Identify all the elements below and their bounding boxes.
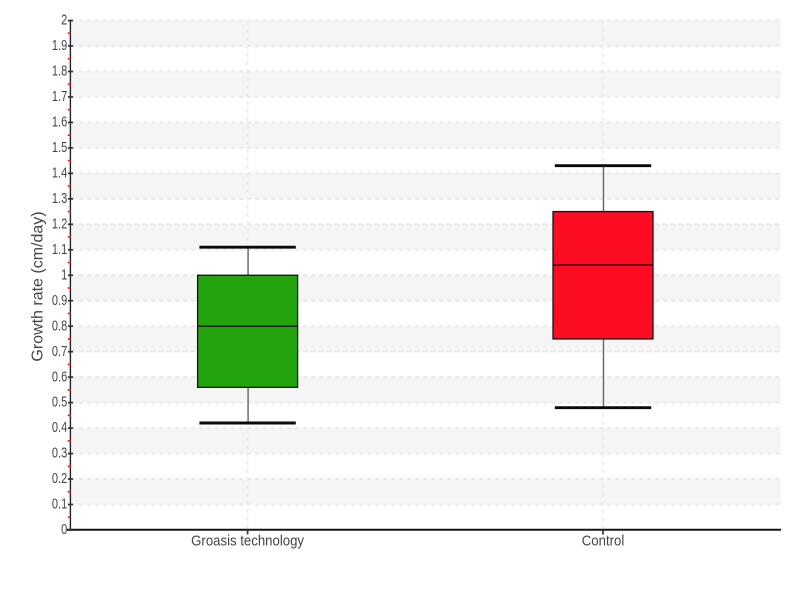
svg-text:1.1: 1.1 [52,240,67,257]
svg-text:0.8: 0.8 [52,317,67,334]
svg-text:1: 1 [61,266,67,283]
svg-text:1.9: 1.9 [52,37,67,54]
svg-text:0.4: 0.4 [52,419,67,436]
svg-text:Groasis technology: Groasis technology [191,532,305,549]
svg-text:1.2: 1.2 [52,215,67,232]
svg-text:2: 2 [61,11,67,28]
svg-text:0.2: 0.2 [52,470,67,487]
svg-text:1.4: 1.4 [52,164,67,181]
svg-text:Control: Control [582,532,624,549]
svg-text:1.7: 1.7 [52,88,67,105]
svg-text:0: 0 [61,521,67,538]
svg-text:1.5: 1.5 [52,138,67,155]
svg-text:0.5: 0.5 [52,393,67,410]
svg-text:Growth rate (cm/day): Growth rate (cm/day) [30,211,47,361]
svg-text:0.1: 0.1 [52,495,67,512]
svg-text:1.6: 1.6 [52,113,67,130]
svg-text:0.7: 0.7 [52,342,67,359]
svg-text:0.6: 0.6 [52,368,67,385]
svg-text:0.9: 0.9 [52,291,67,308]
svg-text:0.3: 0.3 [52,444,67,461]
svg-text:1.8: 1.8 [52,62,67,79]
svg-text:1.3: 1.3 [52,189,67,206]
